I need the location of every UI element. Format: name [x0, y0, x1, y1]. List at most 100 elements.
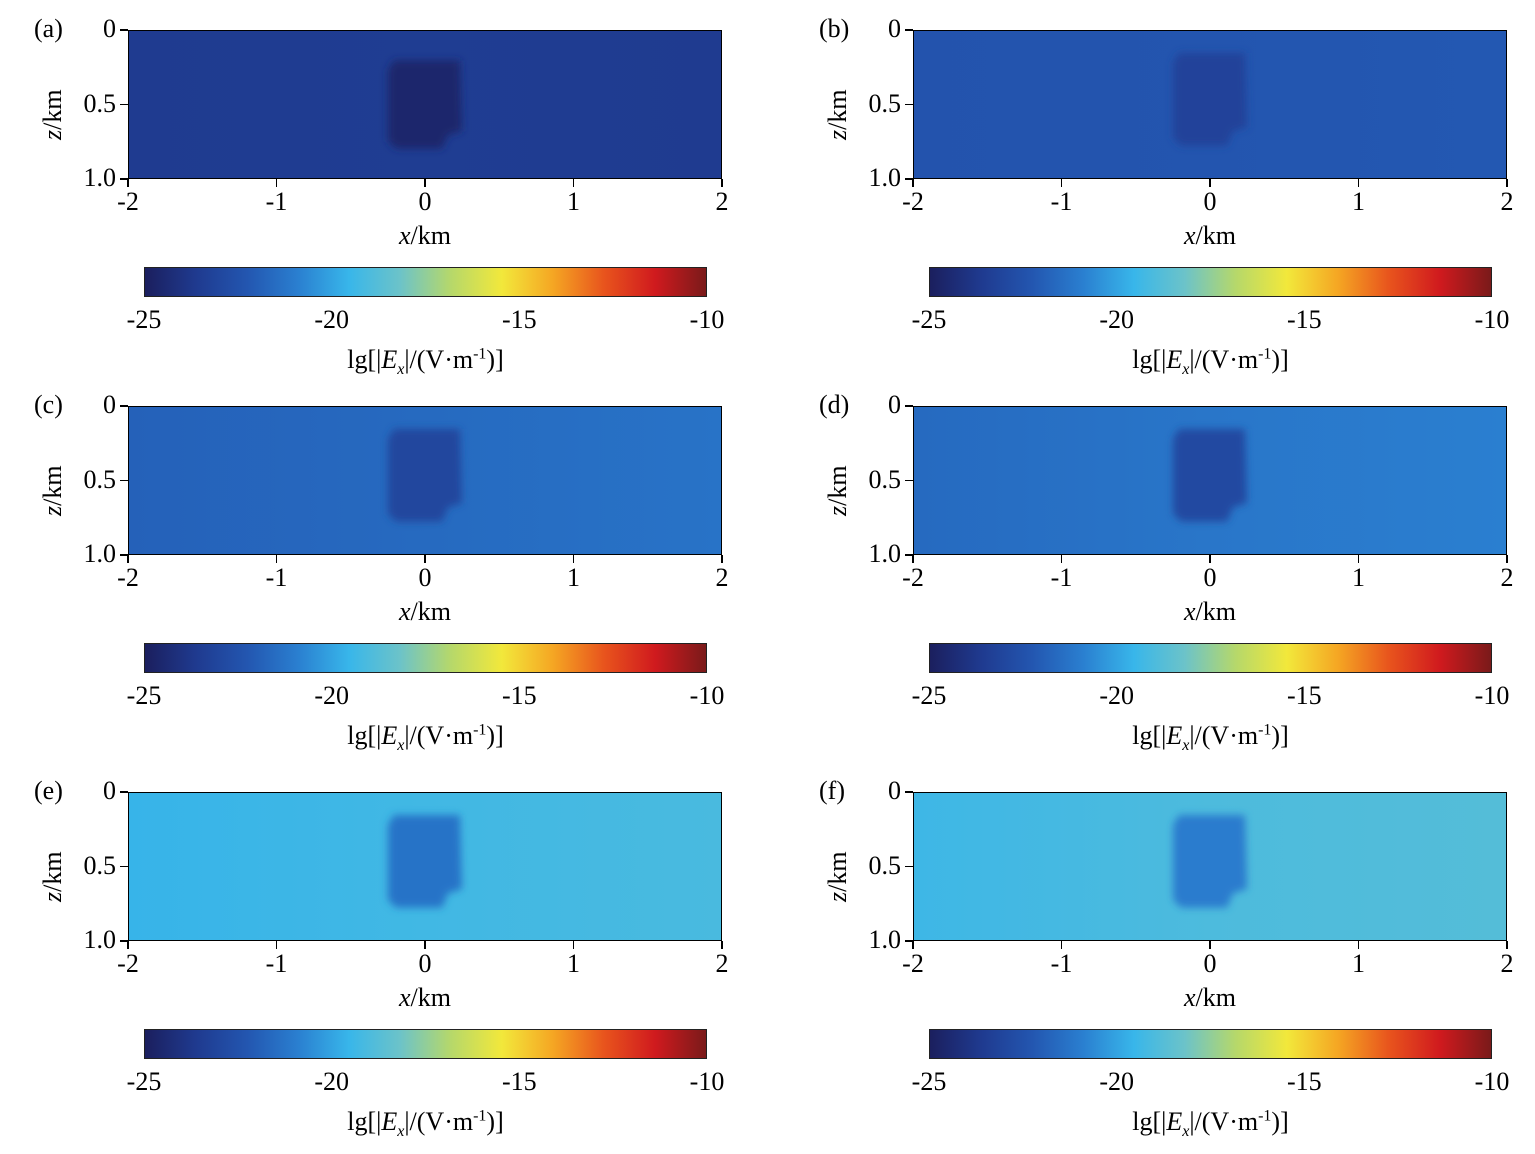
x-tick	[721, 941, 723, 949]
y-tick	[905, 940, 913, 942]
x-axis-label: x/km	[1110, 983, 1310, 1013]
x-axis-label: x/km	[325, 221, 525, 251]
x-tick	[127, 179, 129, 187]
y-tick	[120, 479, 128, 482]
panel-label: (e)	[34, 776, 63, 805]
colorbar	[144, 267, 707, 297]
y-unit: /km	[823, 89, 852, 130]
x-axis-label: x/km	[1110, 597, 1310, 627]
y-tick	[905, 554, 913, 556]
panel-label: (b)	[819, 14, 850, 43]
colorbar-label: lg[|Ex|/(V·m-1)]	[347, 1107, 504, 1141]
x-tick-label: 0	[1203, 563, 1217, 592]
colorbar-tick-label: -25	[911, 305, 947, 334]
y-var: z	[823, 129, 852, 140]
panel-f: (f) 0 0.5 1.0 z/km -2 -1 0 1 2 x/km -25 -20 -15 -10 lg[…	[785, 762, 1535, 1141]
colorbar	[929, 267, 1492, 297]
colorbar-tick-label: -20	[1099, 1067, 1134, 1096]
colorbar	[929, 1029, 1492, 1059]
x-tick	[912, 941, 914, 949]
x-tick-label: -2	[117, 949, 139, 978]
y-axis-label: z/km	[823, 851, 853, 902]
colorbar	[144, 643, 707, 673]
heatmap-svg	[129, 793, 721, 940]
x-tick	[572, 941, 575, 949]
colorbar-tick-label: -15	[501, 681, 537, 710]
anomaly-block	[388, 815, 462, 908]
colorbar-tick-label: -10	[1474, 1067, 1510, 1096]
x-tick-label: 2	[715, 187, 729, 216]
x-var: x	[1184, 597, 1196, 626]
colorbar-tick-label: -20	[314, 681, 349, 710]
x-tick	[1506, 555, 1508, 563]
y-tick-label: 0	[103, 390, 116, 419]
x-unit: /km	[410, 221, 451, 250]
colorbar-tick-label: -25	[126, 305, 162, 334]
x-tick	[1209, 941, 1211, 949]
x-tick-label: -2	[117, 187, 139, 216]
x-tick-label: -1	[265, 187, 288, 216]
colorbar-label: lg[|Ex|/(V·m-1)]	[1132, 345, 1289, 379]
x-tick	[1209, 179, 1211, 187]
y-tick-label: 0	[888, 390, 901, 419]
x-unit: /km	[1195, 983, 1236, 1012]
colorbar-tick-label: -25	[126, 681, 162, 710]
x-tick	[721, 179, 723, 187]
y-tick	[120, 865, 128, 868]
y-tick	[905, 865, 913, 868]
y-tick-label: 1.0	[868, 163, 902, 192]
x-tick	[1060, 941, 1063, 949]
x-tick-label: 1	[567, 949, 580, 978]
panel-e: (e) 0 0.5 1.0 z/km -2 -1 0 1 2 x/km -25 -20 -15 -10 lg[…	[0, 762, 785, 1141]
panel-label: (d)	[819, 390, 850, 419]
x-tick	[127, 555, 129, 563]
colorbar-tick-label: -15	[501, 305, 537, 334]
colorbar-label: lg[|Ex|/(V·m-1)]	[1132, 721, 1289, 755]
x-tick	[1357, 179, 1360, 187]
x-tick-label: 0	[418, 949, 432, 978]
colorbar-tick-label: -20	[1099, 305, 1134, 334]
y-tick-label: 0.5	[868, 464, 902, 494]
y-tick-label: 0.5	[83, 850, 117, 880]
y-axis-label: z/km	[38, 465, 68, 516]
x-tick-label: 1	[567, 187, 580, 216]
colorbar-tick-label: -25	[126, 1067, 162, 1096]
heatmap-plot	[128, 30, 722, 179]
y-tick	[120, 405, 128, 407]
colorbar	[144, 1029, 707, 1059]
y-axis-label: z/km	[823, 465, 853, 516]
x-tick-label: -1	[265, 563, 288, 592]
x-tick	[1060, 555, 1063, 563]
panel-d: (d) 0 0.5 1.0 z/km -2 -1 0 1 2 x/km -25 -20 -15 -10 lg[…	[785, 376, 1535, 755]
y-tick	[905, 178, 913, 180]
x-tick	[1506, 941, 1508, 949]
y-var: z	[38, 129, 67, 140]
y-tick-label: 0.5	[868, 88, 902, 118]
colorbar-tick-label: -20	[1099, 681, 1134, 710]
y-tick-label: 0.5	[83, 88, 117, 118]
heatmap-plot	[128, 406, 722, 555]
heatmap-svg	[129, 407, 721, 554]
colorbar-tick-label: -15	[501, 1067, 537, 1096]
colorbar-tick-label: -10	[1474, 305, 1510, 334]
panel-a: (a) 0 0.5 1.0 z/km -2 -1 0 1 2 x/km -25 -20 -15 -10 lg[…	[0, 0, 785, 378]
x-tick-label: 0	[418, 187, 432, 216]
y-tick-label: 0	[888, 776, 901, 805]
y-tick	[120, 178, 128, 180]
y-unit: /km	[38, 465, 67, 506]
y-tick-label: 0	[103, 14, 116, 43]
y-tick-label: 1.0	[868, 925, 902, 954]
x-tick-label: 2	[1500, 949, 1514, 978]
x-tick-label: 2	[715, 949, 729, 978]
x-tick-label: -2	[902, 187, 924, 216]
heatmap-plot	[913, 792, 1507, 941]
y-var: z	[38, 891, 67, 902]
colorbar-label: lg[|Ex|/(V·m-1)]	[1132, 1107, 1289, 1141]
x-unit: /km	[1195, 221, 1236, 250]
anomaly-block	[1173, 429, 1247, 522]
x-tick-label: 1	[1352, 949, 1365, 978]
x-tick	[721, 555, 723, 563]
y-axis-label: z/km	[38, 89, 68, 140]
y-tick	[905, 405, 913, 407]
colorbar-tick-label: -15	[1286, 305, 1322, 334]
